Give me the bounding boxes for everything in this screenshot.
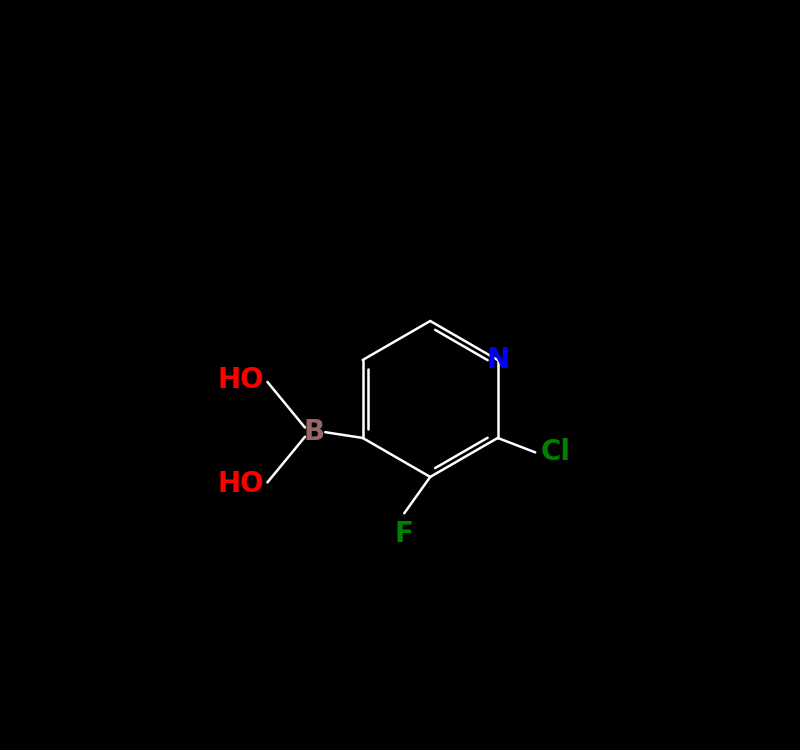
Text: B: B xyxy=(303,419,324,446)
Text: F: F xyxy=(394,520,414,548)
Text: N: N xyxy=(486,346,510,374)
Text: HO: HO xyxy=(218,470,265,498)
Text: Cl: Cl xyxy=(541,439,571,466)
Text: HO: HO xyxy=(218,366,265,394)
